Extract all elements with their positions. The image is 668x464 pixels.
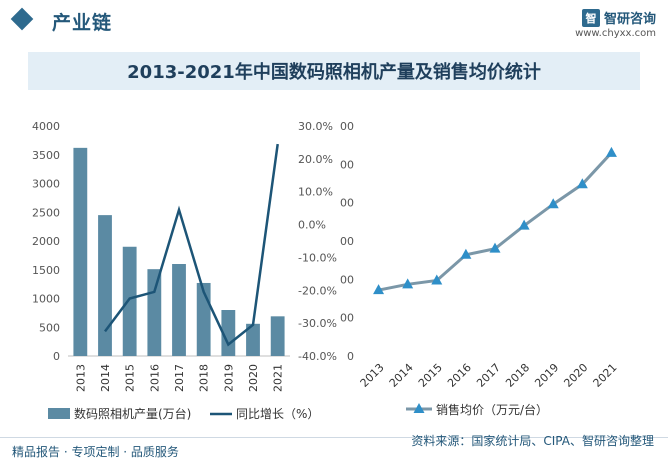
growth-line: [104, 143, 279, 347]
section-title: 产业链: [52, 12, 113, 34]
legend-label-growth: 同比增长（%）: [236, 407, 319, 421]
x-tick-label: 2015: [416, 361, 445, 390]
x-tick-label: 2021: [591, 361, 620, 390]
price-marker: [402, 278, 414, 289]
x-tick-label: 2019: [222, 364, 235, 392]
price-line: [378, 151, 613, 292]
x-tick-label: 2018: [503, 361, 532, 390]
legend-label-price: 销售均价（万元/台）: [436, 402, 548, 417]
y-left-tick-label: 3000: [32, 178, 60, 191]
x-tick-label: 2018: [198, 364, 211, 392]
price-marker: [518, 219, 530, 230]
brand-logo-icon: 智: [581, 8, 600, 27]
price-marker: [605, 146, 617, 157]
x-tick-label: 2013: [74, 364, 87, 392]
brand-name: 智研咨询: [603, 12, 656, 27]
y-left-tick-label: 1000: [32, 293, 60, 306]
price-marker: [576, 178, 588, 189]
x-tick-label: 2020: [247, 364, 260, 392]
x-tick-label: 2014: [387, 361, 416, 390]
y-right-tick-label: 0.0%: [298, 219, 326, 232]
production-bar: [221, 310, 236, 356]
production-bar: [98, 215, 112, 356]
y-left-tick-label: 4000: [32, 120, 60, 133]
legend-label-production: 数码照相机产量(万台): [74, 406, 191, 421]
production-bar: [147, 269, 162, 356]
x-tick-label: 2021: [272, 364, 285, 392]
y-tick-label: 4000: [340, 197, 354, 210]
legend-swatch-production: [48, 408, 70, 419]
y-left-tick-label: 1500: [32, 264, 60, 277]
y-left-tick-label: 500: [39, 321, 60, 334]
x-tick-label: 2017: [173, 364, 186, 392]
production-bar: [122, 246, 137, 356]
x-tick-label: 2015: [124, 364, 137, 392]
production-bar: [172, 264, 186, 356]
y-tick-label: 1000: [340, 312, 354, 325]
y-tick-label: 0: [347, 350, 354, 363]
price-marker: [547, 198, 559, 209]
production-bar: [246, 323, 260, 356]
x-tick-label: 2014: [99, 364, 112, 392]
price-marker: [431, 274, 443, 285]
price-marker: [489, 242, 501, 253]
chart-title: 2013-2021年中国数码照相机产量及销售均价统计: [127, 62, 541, 83]
y-right-tick-label: -10.0%: [298, 251, 337, 264]
diamond-icon: [10, 7, 34, 31]
y-left-tick-label: 3500: [32, 149, 60, 162]
x-tick-label: 2019: [532, 361, 561, 390]
y-tick-label: 3000: [340, 235, 354, 248]
y-right-tick-label: 20.0%: [298, 153, 333, 166]
price-marker: [373, 284, 385, 295]
x-tick-label: 2013: [358, 361, 387, 390]
x-tick-label: 2016: [148, 364, 161, 392]
production-chart: 0 500 1000 1500 2000 2500 3000 3500 4000 -40.0% -3…: [32, 120, 337, 421]
page-header: 产业链 智 智研咨询 www.chyxx.com: [0, 0, 668, 46]
source-note: 资料来源：国家统计局、CIPA、智研咨询整理: [411, 434, 654, 448]
price-marker: [460, 248, 472, 259]
y-left-tick-label: 2000: [32, 235, 60, 248]
production-bar: [270, 316, 285, 356]
x-tick-label: 2017: [474, 361, 503, 390]
y-right-tick-label: -30.0%: [298, 317, 337, 330]
y-right-tick-label: 10.0%: [298, 186, 333, 199]
x-tick-label: 2020: [561, 361, 590, 390]
y-tick-label: 2000: [340, 273, 354, 286]
y-right-tick-label: -40.0%: [298, 350, 337, 363]
y-tick-label: 6000: [340, 120, 354, 133]
legend-marker-price: [413, 403, 425, 413]
production-bar: [73, 147, 88, 356]
y-tick-label: 5000: [340, 158, 354, 171]
y-right-tick-label: 30.0%: [298, 120, 333, 133]
x-tick-label: 2016: [445, 361, 474, 390]
brand-url: www.chyxx.com: [575, 28, 656, 39]
footer-divider: [0, 437, 668, 438]
y-left-tick-label: 2500: [32, 206, 60, 219]
y-right-tick-label: -20.0%: [298, 284, 337, 297]
footer-tagline: 精品报告 · 专项定制 · 品质服务: [12, 445, 179, 459]
price-chart: 0100020003000400050006000201320142015201…: [340, 120, 620, 417]
chart-title-bar: 2013-2021年中国数码照相机产量及销售均价统计: [28, 52, 640, 90]
brand: 智 智研咨询 www.chyxx.com: [575, 8, 656, 39]
y-left-tick-label: 0: [53, 350, 60, 363]
